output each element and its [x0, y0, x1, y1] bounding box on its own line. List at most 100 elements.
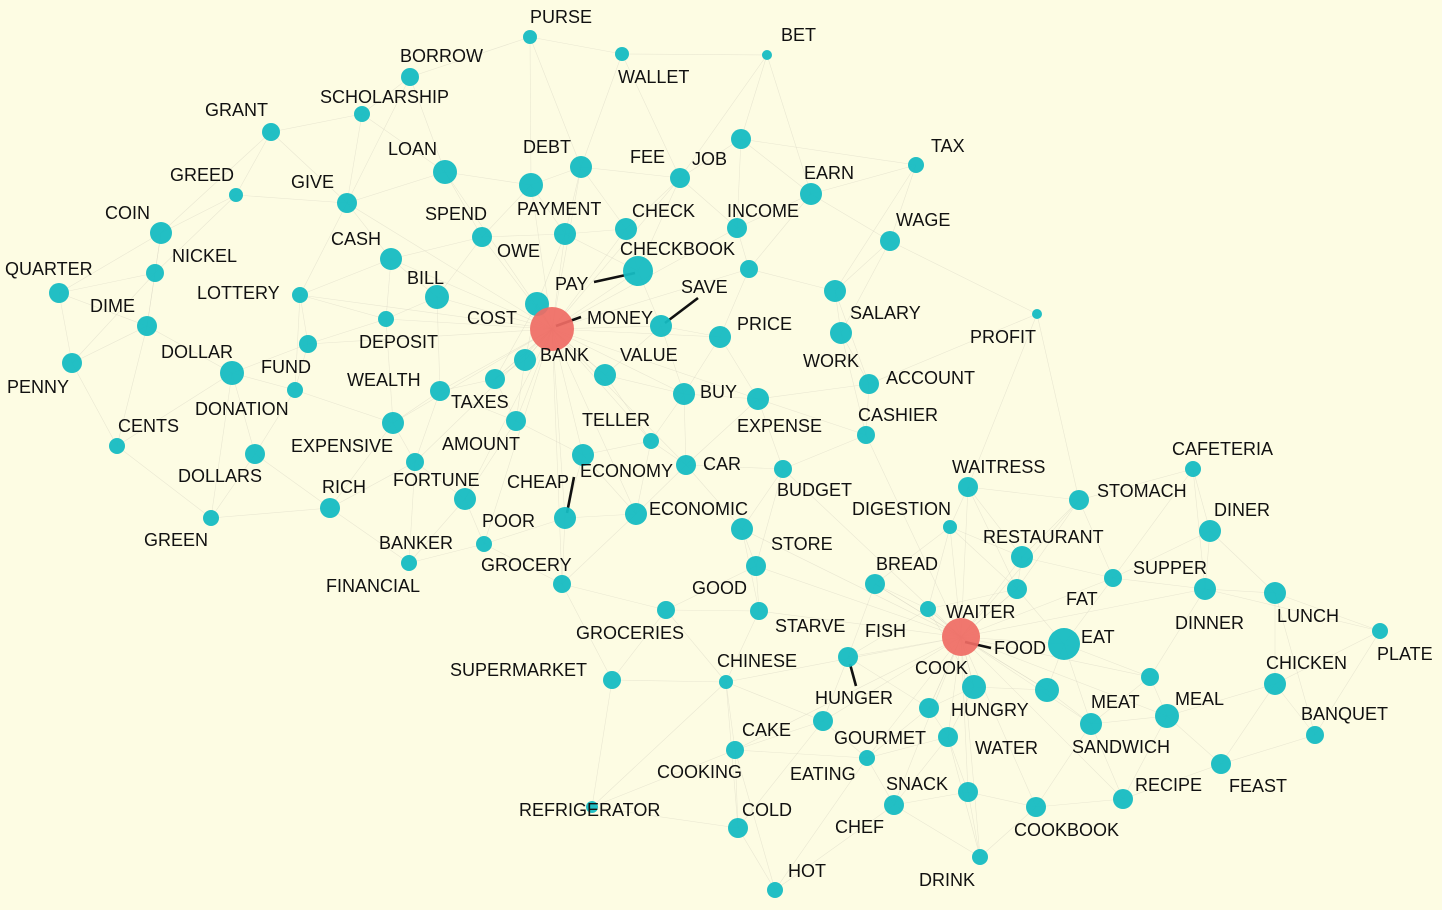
node-economic[interactable] — [625, 503, 647, 525]
node-account[interactable] — [857, 426, 875, 444]
node-lottery[interactable] — [292, 287, 308, 303]
node-chef[interactable] — [1026, 797, 1046, 817]
node-cooking[interactable] — [859, 750, 875, 766]
node-cashier[interactable] — [643, 433, 659, 449]
node-sandwich[interactable] — [1141, 668, 1159, 686]
node-snack[interactable] — [958, 782, 978, 802]
node-spend[interactable] — [472, 227, 492, 247]
node-plate[interactable] — [1372, 623, 1388, 639]
node-eating[interactable] — [884, 795, 904, 815]
node-payment[interactable] — [519, 173, 543, 197]
node-value[interactable] — [650, 315, 672, 337]
node-loan[interactable] — [433, 160, 457, 184]
node-expensive[interactable] — [382, 412, 404, 434]
node-nickel[interactable] — [146, 264, 164, 282]
node-income[interactable] — [727, 218, 747, 238]
node-greed[interactable] — [229, 188, 243, 202]
node-budget[interactable] — [774, 460, 792, 478]
node-chinese[interactable] — [719, 675, 733, 689]
node-banquet[interactable] — [1306, 726, 1324, 744]
node-checkbook[interactable] — [740, 260, 758, 278]
node-recipe[interactable] — [1113, 789, 1133, 809]
node-green[interactable] — [203, 510, 219, 526]
node-waitress[interactable] — [958, 477, 978, 497]
node-penny[interactable] — [62, 353, 82, 373]
node-water[interactable] — [938, 727, 958, 747]
node-buy[interactable] — [673, 383, 695, 405]
node-rich[interactable] — [320, 498, 340, 518]
node-poor[interactable] — [454, 488, 476, 510]
node-taxes[interactable] — [485, 369, 505, 389]
node-wealth[interactable] — [430, 381, 450, 401]
node-wage[interactable] — [880, 231, 900, 251]
node-cafeteria[interactable] — [1185, 461, 1201, 477]
node-feast[interactable] — [1211, 754, 1231, 774]
node-gourmet[interactable] — [919, 698, 939, 718]
node-work[interactable] — [859, 374, 879, 394]
node-starve[interactable] — [750, 602, 768, 620]
node-supper[interactable] — [1104, 569, 1122, 587]
node-financial[interactable] — [553, 575, 571, 593]
node-diner[interactable] — [1199, 520, 1221, 542]
node-pay[interactable] — [623, 256, 653, 286]
node-waiter[interactable] — [920, 601, 936, 617]
node-teller[interactable] — [594, 364, 616, 386]
node-economy[interactable] — [572, 444, 594, 466]
node-quarter[interactable] — [49, 283, 69, 303]
node-profit[interactable] — [1032, 309, 1042, 319]
node-cheap[interactable] — [554, 507, 576, 529]
node-fee[interactable] — [670, 168, 690, 188]
node-money[interactable] — [530, 307, 574, 351]
node-meal[interactable] — [1155, 704, 1179, 728]
node-digestion[interactable] — [943, 520, 957, 534]
node-cake[interactable] — [726, 741, 744, 759]
node-tax[interactable] — [908, 157, 924, 173]
node-fortune[interactable] — [406, 453, 424, 471]
node-cookbook[interactable] — [972, 849, 988, 865]
node-bank[interactable] — [514, 349, 536, 371]
node-donation[interactable] — [287, 382, 303, 398]
node-supermarket[interactable] — [603, 671, 621, 689]
node-purse[interactable] — [523, 30, 537, 44]
node-chicken[interactable] — [1264, 673, 1286, 695]
node-bill[interactable] — [425, 285, 449, 309]
node-dollars[interactable] — [245, 444, 265, 464]
node-eat[interactable] — [1048, 628, 1080, 660]
node-fund[interactable] — [299, 335, 317, 353]
node-restaurant[interactable] — [1011, 546, 1033, 568]
node-dollar[interactable] — [220, 361, 244, 385]
node-give[interactable] — [337, 193, 357, 213]
node-meat[interactable] — [1080, 713, 1102, 735]
node-stomach[interactable] — [1069, 490, 1089, 510]
node-bet[interactable] — [762, 50, 772, 60]
node-banker[interactable] — [476, 536, 492, 552]
node-car[interactable] — [676, 455, 696, 475]
node-owe[interactable] — [554, 223, 576, 245]
node-cents[interactable] — [109, 438, 125, 454]
node-refrigerator[interactable] — [586, 801, 598, 813]
node-check[interactable] — [615, 218, 637, 240]
node-grant[interactable] — [262, 123, 280, 141]
node-save[interactable] — [824, 280, 846, 302]
node-wallet[interactable] — [615, 47, 629, 61]
node-borrow[interactable] — [401, 68, 419, 86]
node-cash[interactable] — [380, 248, 402, 270]
node-dinner[interactable] — [1194, 578, 1216, 600]
node-coin[interactable] — [150, 222, 172, 244]
node-scholarship[interactable] — [354, 106, 370, 122]
node-job[interactable] — [731, 129, 751, 149]
node-lunch[interactable] — [1264, 582, 1286, 604]
node-cold[interactable] — [728, 818, 748, 838]
node-grocery[interactable] — [401, 555, 417, 571]
node-good[interactable] — [746, 556, 766, 576]
node-cook[interactable] — [1035, 678, 1059, 702]
node-store[interactable] — [731, 518, 753, 540]
node-bread[interactable] — [865, 574, 885, 594]
node-fat[interactable] — [1007, 579, 1027, 599]
node-price[interactable] — [709, 326, 731, 348]
node-deposit[interactable] — [378, 311, 394, 327]
node-hunger[interactable] — [813, 711, 833, 731]
node-earn[interactable] — [800, 183, 822, 205]
node-salary[interactable] — [830, 322, 852, 344]
node-groceries[interactable] — [657, 601, 675, 619]
